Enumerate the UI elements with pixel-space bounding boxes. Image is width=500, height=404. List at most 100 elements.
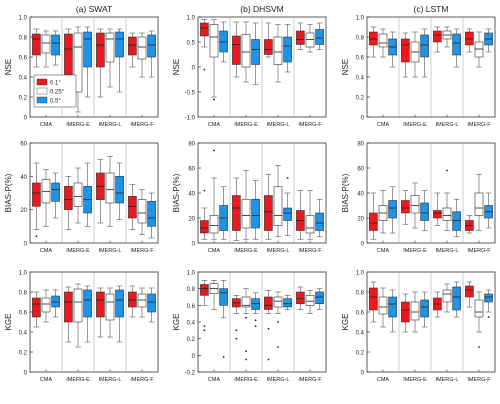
box-body xyxy=(83,289,92,318)
box-1 xyxy=(200,189,209,240)
y-tick-label: 0.8 xyxy=(19,291,28,297)
box-body xyxy=(115,31,124,58)
outlier-point xyxy=(487,316,490,318)
box-body xyxy=(51,34,60,56)
box-2 xyxy=(378,287,388,328)
box-body xyxy=(64,291,73,323)
box-body xyxy=(283,36,292,63)
y-tick-label: -0.5 xyxy=(185,91,196,97)
box-body xyxy=(251,298,260,310)
y-axis-label: BIAS-P(%) xyxy=(172,173,181,212)
legend: 0.1° 0.25° 0.5° xyxy=(33,74,77,108)
box-body xyxy=(369,31,378,46)
box-body xyxy=(51,295,60,308)
legend-swatch xyxy=(36,87,48,95)
box-3 xyxy=(51,30,60,66)
box-body xyxy=(410,195,420,214)
box-body xyxy=(200,220,209,234)
box-1 xyxy=(369,281,378,323)
x-category-label: IMERG-F xyxy=(130,122,154,128)
box-body xyxy=(378,33,388,48)
y-tick-label: -1.0 xyxy=(185,116,196,122)
box-body xyxy=(388,200,397,219)
x-category-label: CMA xyxy=(377,377,390,383)
box-3 xyxy=(388,289,397,333)
box-body xyxy=(128,36,137,56)
panel-6: 0 20 40 60 80 BIAS-P(%) CMA IMERG-E IMERG-L IMERG… xyxy=(341,142,496,254)
box-10 xyxy=(296,190,305,240)
y-tick-label: 1.0 xyxy=(356,271,365,277)
box-5 xyxy=(410,182,420,229)
x-category-label: IMERG-E xyxy=(234,122,258,128)
box-3 xyxy=(51,289,60,318)
y-axis-label: KGE xyxy=(4,314,13,331)
x-category-label: IMERG-E xyxy=(234,377,258,383)
x-category-label: IMERG-L xyxy=(267,377,290,383)
box-9 xyxy=(115,28,124,93)
box-body xyxy=(264,195,273,231)
x-category-label: IMERG-F xyxy=(130,248,154,254)
legend-label: 0.25° xyxy=(50,90,65,96)
box-body xyxy=(32,182,41,207)
box-body xyxy=(465,31,474,46)
box-7 xyxy=(264,22,273,58)
box-9 xyxy=(283,24,292,73)
box-body xyxy=(137,293,147,308)
box-5 xyxy=(241,288,251,361)
box-10 xyxy=(465,281,474,308)
x-category-label: IMERG-F xyxy=(130,377,154,383)
box-body xyxy=(401,38,410,63)
box-12 xyxy=(147,192,156,239)
x-category-label: IMERG-L xyxy=(99,377,122,383)
y-tick-label: 0.4 xyxy=(356,76,365,82)
x-category-label: CMA xyxy=(40,377,53,383)
box-7 xyxy=(433,291,442,318)
box-body xyxy=(105,172,115,204)
box-body xyxy=(273,186,283,226)
box-3 xyxy=(219,280,228,358)
box-12 xyxy=(315,198,324,238)
box-8 xyxy=(105,156,115,227)
box-body xyxy=(401,200,410,214)
y-tick-label: 0.6 xyxy=(187,304,196,310)
box-6 xyxy=(83,285,92,343)
x-category-label: IMERG-F xyxy=(298,377,322,383)
outlier-point xyxy=(286,177,289,179)
x-category-label: CMA xyxy=(208,248,221,254)
x-category-label: IMERG-E xyxy=(66,248,90,254)
y-tick-label: 0 xyxy=(24,242,28,248)
y-tick-label: 0.4 xyxy=(356,331,365,337)
box-body xyxy=(251,39,260,65)
box-8 xyxy=(442,283,452,313)
box-1 xyxy=(200,280,209,332)
outlier-point xyxy=(277,321,279,323)
box-10 xyxy=(128,285,137,318)
panel-5: 0 20 40 60 80 BIAS-P(%) CMA IMERG-E IMERG-L IMERG… xyxy=(172,142,327,254)
y-tick-label: 0.4 xyxy=(187,321,196,327)
box-8 xyxy=(273,165,283,238)
y-tick-label: 1.0 xyxy=(19,271,28,277)
x-category-label: IMERG-L xyxy=(436,122,459,128)
y-tick-label: 0.2 xyxy=(19,96,28,102)
x-category-label: CMA xyxy=(40,122,53,128)
outlier-point xyxy=(277,346,279,348)
box-body xyxy=(420,34,429,58)
y-tick-label: 20 xyxy=(20,208,27,214)
x-category-label: CMA xyxy=(208,377,221,383)
x-category-label: IMERG-L xyxy=(436,248,459,254)
box-10 xyxy=(296,286,305,310)
x-category-label: IMERG-E xyxy=(66,377,90,383)
box-2 xyxy=(41,169,51,227)
box-2 xyxy=(209,149,219,240)
y-axis-label: NSE xyxy=(172,59,181,75)
box-7 xyxy=(264,173,273,240)
box-6 xyxy=(420,190,429,231)
box-body xyxy=(442,207,452,221)
box-body xyxy=(296,291,305,304)
box-12 xyxy=(484,28,493,53)
box-8 xyxy=(273,291,283,348)
box-body xyxy=(315,29,324,45)
box-7 xyxy=(433,26,442,53)
box-10 xyxy=(296,22,305,50)
x-category-label: IMERG-E xyxy=(234,248,258,254)
